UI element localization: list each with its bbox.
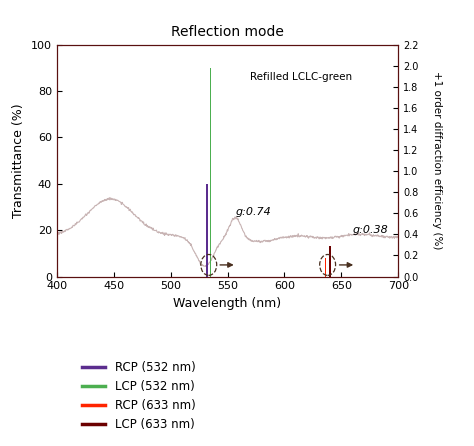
- Bar: [329, 246, 331, 277]
- Y-axis label: +1 order diffraction efficiency (%): +1 order diffraction efficiency (%): [432, 71, 442, 250]
- Bar: [325, 258, 326, 277]
- Text: g:0.74: g:0.74: [236, 206, 271, 217]
- Text: g:0.38: g:0.38: [353, 225, 388, 235]
- Title: Reflection mode: Reflection mode: [171, 25, 284, 39]
- Bar: [210, 68, 211, 277]
- X-axis label: Wavelength (nm): Wavelength (nm): [173, 297, 282, 310]
- Legend: RCP (532 nm), LCP (532 nm), RCP (633 nm), LCP (633 nm): RCP (532 nm), LCP (532 nm), RCP (633 nm)…: [77, 356, 200, 436]
- Y-axis label: Transmittance (%): Transmittance (%): [12, 103, 26, 218]
- Bar: [206, 184, 208, 277]
- Text: Refilled LCLC-green: Refilled LCLC-green: [250, 72, 353, 82]
